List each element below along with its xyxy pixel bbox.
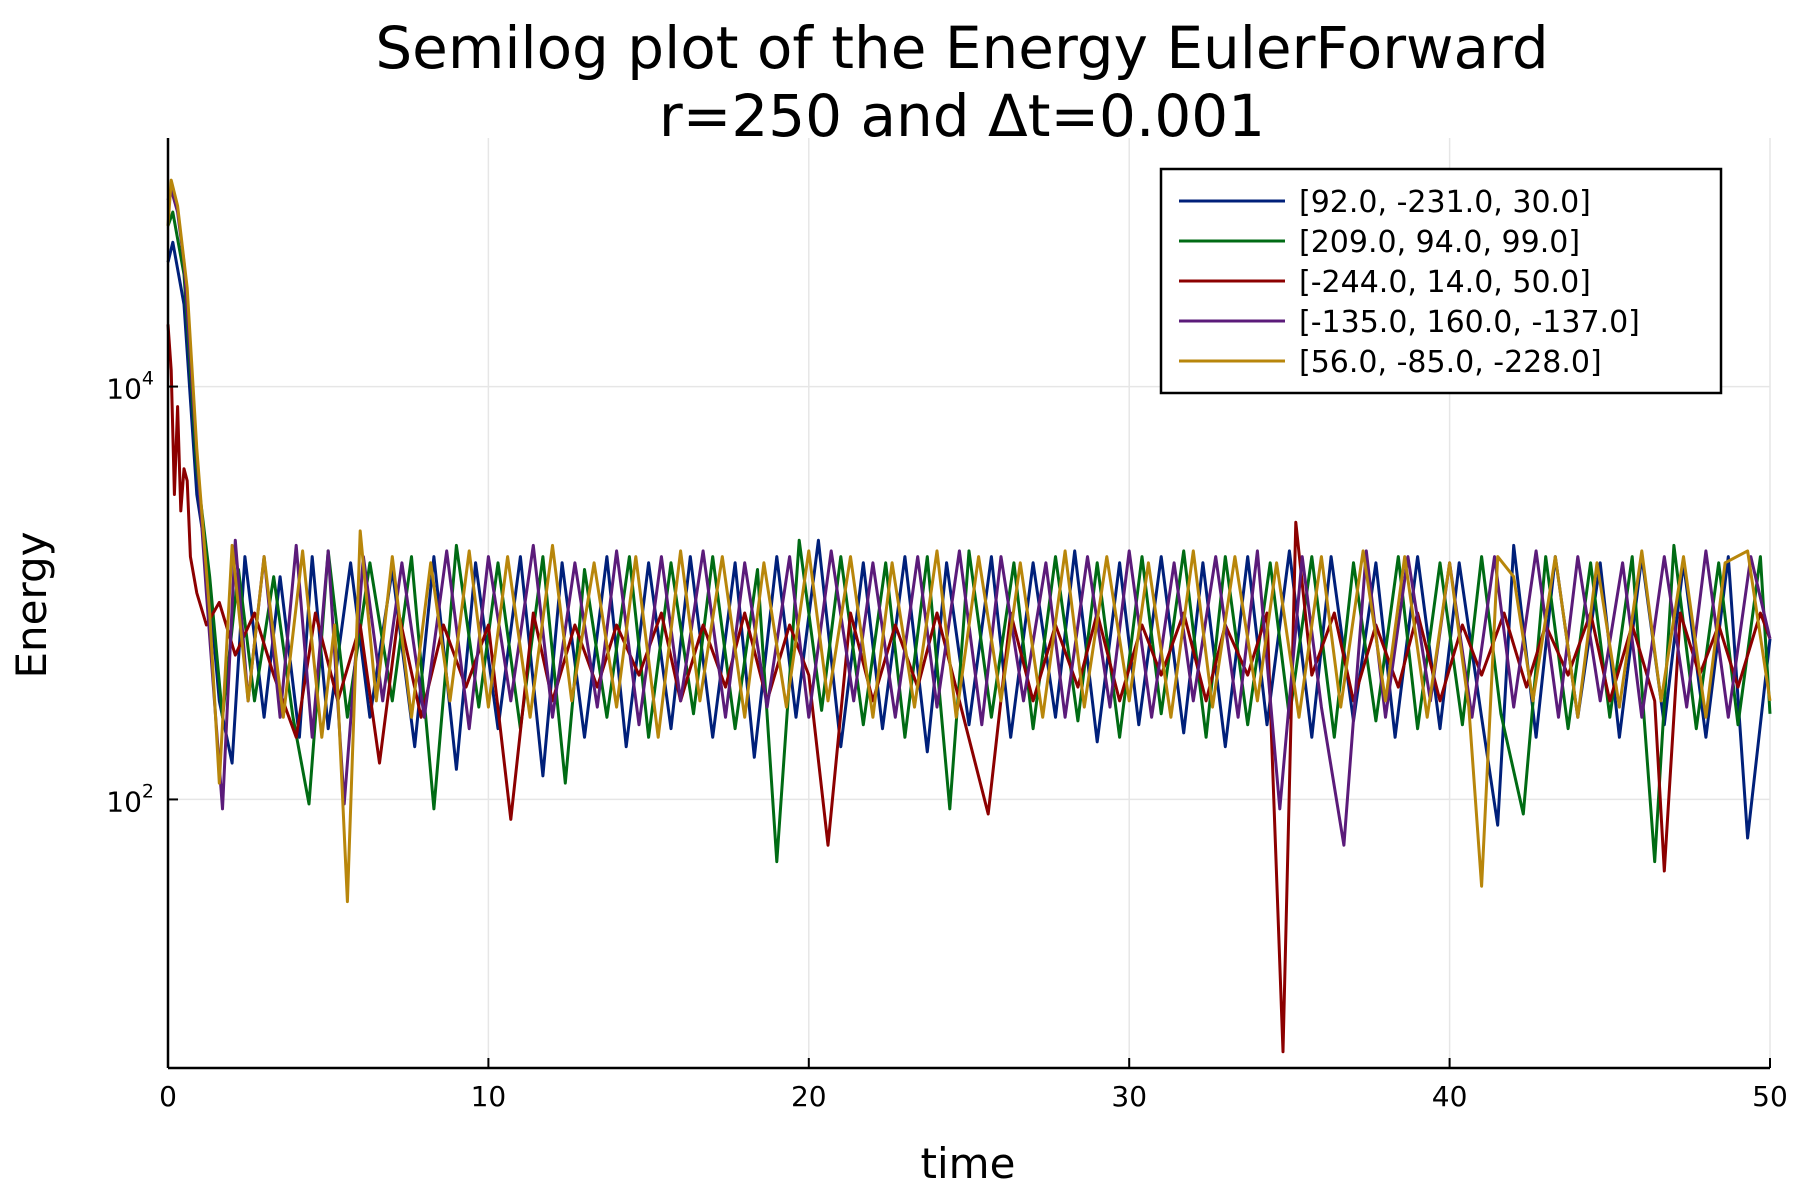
- chart-title: Semilog plot of the Energy EulerForward: [375, 14, 1548, 82]
- x-tick-label: 20: [791, 1080, 827, 1113]
- series-line-5: [166, 178, 1772, 904]
- x-tick-label: 30: [1111, 1080, 1147, 1113]
- legend-label: [92.0, -231.0, 30.0]: [1299, 185, 1591, 220]
- axes: 0 10 20 30 40 50 102 104: [106, 138, 1788, 1113]
- x-axis-label: time: [921, 1139, 1016, 1188]
- y-tick-label: 104: [106, 368, 154, 406]
- x-tick-label: 10: [471, 1080, 507, 1113]
- x-tick-label: 50: [1752, 1080, 1788, 1113]
- legend-label: [-135.0, 160.0, -137.0]: [1299, 305, 1640, 340]
- legend-label: [209.0, 94.0, 99.0]: [1299, 225, 1580, 260]
- y-tick-label: 102: [106, 780, 154, 818]
- legend-label: [56.0, -85.0, -228.0]: [1299, 345, 1602, 380]
- chart-subtitle: r=250 and Δt=0.001: [659, 82, 1265, 150]
- x-tick-label: 40: [1432, 1080, 1468, 1113]
- series-layer: [166, 178, 1772, 1054]
- x-tick-label: 0: [159, 1080, 177, 1113]
- legend-label: [-244.0, 14.0, 50.0]: [1299, 265, 1591, 300]
- y-axis-label: Energy: [7, 531, 56, 678]
- legend: [92.0, -231.0, 30.0] [209.0, 94.0, 99.0] […: [1159, 167, 1723, 395]
- series-line-2: [166, 210, 1772, 864]
